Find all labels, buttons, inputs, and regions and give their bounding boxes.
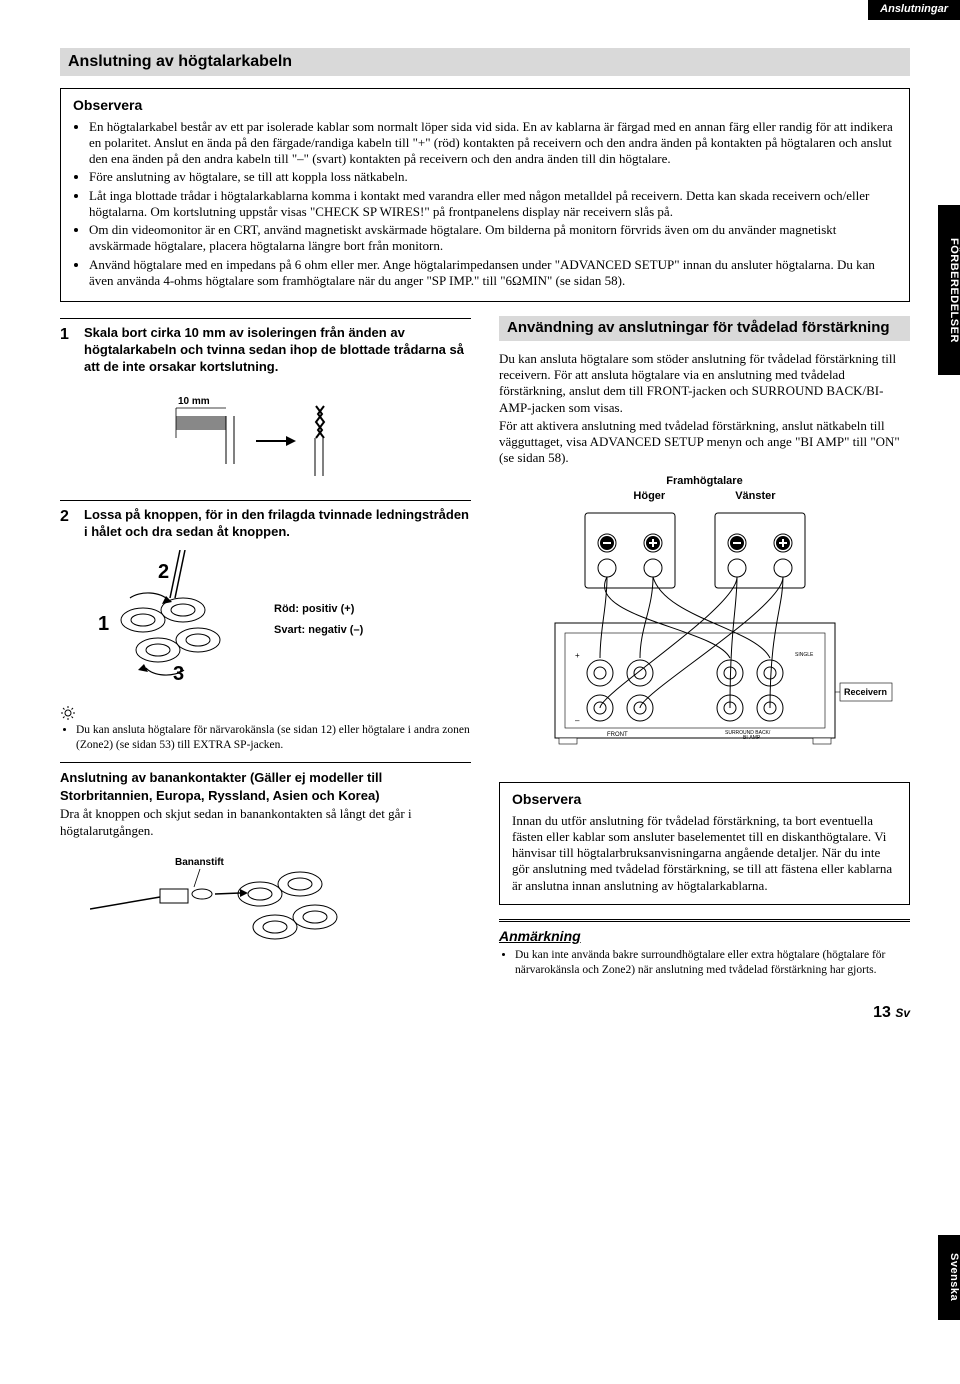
label-hoger: Höger	[633, 490, 665, 504]
svg-text:SINGLE: SINGLE	[795, 652, 814, 658]
banana-heading: Anslutning av banankontakter (Gäller ej …	[60, 769, 471, 804]
observera1-item: Låt inga blottade trådar i högtalarkabla…	[89, 188, 897, 221]
right-column: Användning av anslutningar för tvådelad …	[499, 316, 910, 979]
label-black-negative: Svart: negativ (–)	[274, 623, 363, 638]
step-text-2: Lossa på knoppen, för in den frilagda tv…	[84, 507, 471, 541]
side-tab-svenska: Svenska	[938, 1235, 960, 1320]
step-number-2: 2	[60, 507, 76, 541]
svg-text:–: –	[575, 716, 580, 725]
svg-text:1: 1	[98, 613, 109, 635]
figure-terminal-knob: 1 2 3	[60, 550, 471, 690]
anmarkning-heading: Anmärkning	[499, 928, 910, 946]
banana-body: Dra åt knoppen och skjut sedan in banank…	[60, 806, 471, 839]
anmarkning-body: Du kan inte använda bakre surroundhögtal…	[515, 948, 910, 977]
observera1-item: En högtalarkabel består av ett par isole…	[89, 119, 897, 168]
terminal-polarity-labels: Röd: positiv (+) Svart: negativ (–)	[274, 602, 363, 639]
observera1-item: Före anslutning av högtalare, se till at…	[89, 169, 897, 185]
biamp-p1: Du kan ansluta högtalare som stöder ansl…	[499, 351, 910, 416]
step-text-1: Skala bort cirka 10 mm av isoleringen fr…	[84, 325, 471, 376]
figure-banana-plug: Bananstift	[60, 849, 471, 959]
svg-text:Receivern: Receivern	[844, 687, 887, 697]
observera2-body: Innan du utför anslutning för tvådelad f…	[512, 813, 897, 894]
svg-text:BI-AMP: BI-AMP	[743, 735, 761, 741]
tip-text: Du kan ansluta högtalare för närvarokäns…	[76, 723, 471, 752]
section-title-bar: Anslutning av högtalarkabeln	[60, 48, 910, 76]
svg-text:2: 2	[158, 561, 169, 583]
svg-text:FRONT: FRONT	[607, 732, 628, 738]
svg-text:Bananstift: Bananstift	[175, 857, 225, 868]
page-footer: 13 Sv	[60, 1003, 910, 1023]
svg-text:+: +	[575, 651, 580, 660]
observera1-item: Om din videomonitor är en CRT, använd ma…	[89, 222, 897, 255]
biamp-speaker-caption: Framhögtalare	[499, 475, 910, 489]
svg-text:10 mm: 10 mm	[178, 396, 210, 407]
biamp-p2: För att aktivera anslutning med tvådelad…	[499, 418, 910, 467]
figure-biamp-diagram: + – FRONT SURROUND BACK/ BI-AMP SINGLE	[499, 508, 910, 768]
notice-box-2: Observera Innan du utför anslutning för …	[499, 782, 910, 905]
figure-strip-wire: 10 mm	[60, 386, 471, 486]
step-number-1: 1	[60, 325, 76, 376]
notice-box-1: Observera En högtalarkabel består av ett…	[60, 88, 910, 302]
observera1-item: Använd högtalare med en impedans på 6 oh…	[89, 257, 897, 290]
observera-heading-2: Observera	[512, 791, 897, 809]
observera-heading-1: Observera	[73, 97, 897, 115]
page-lang: Sv	[895, 1006, 910, 1020]
tip-icon	[60, 705, 76, 721]
label-vanster: Vänster	[735, 490, 775, 504]
page-number: 13	[873, 1004, 891, 1021]
left-column: 1 Skala bort cirka 10 mm av isoleringen …	[60, 316, 471, 979]
biamp-title-bar: Användning av anslutningar för tvådelad …	[499, 316, 910, 341]
label-red-positive: Röd: positiv (+)	[274, 602, 363, 617]
